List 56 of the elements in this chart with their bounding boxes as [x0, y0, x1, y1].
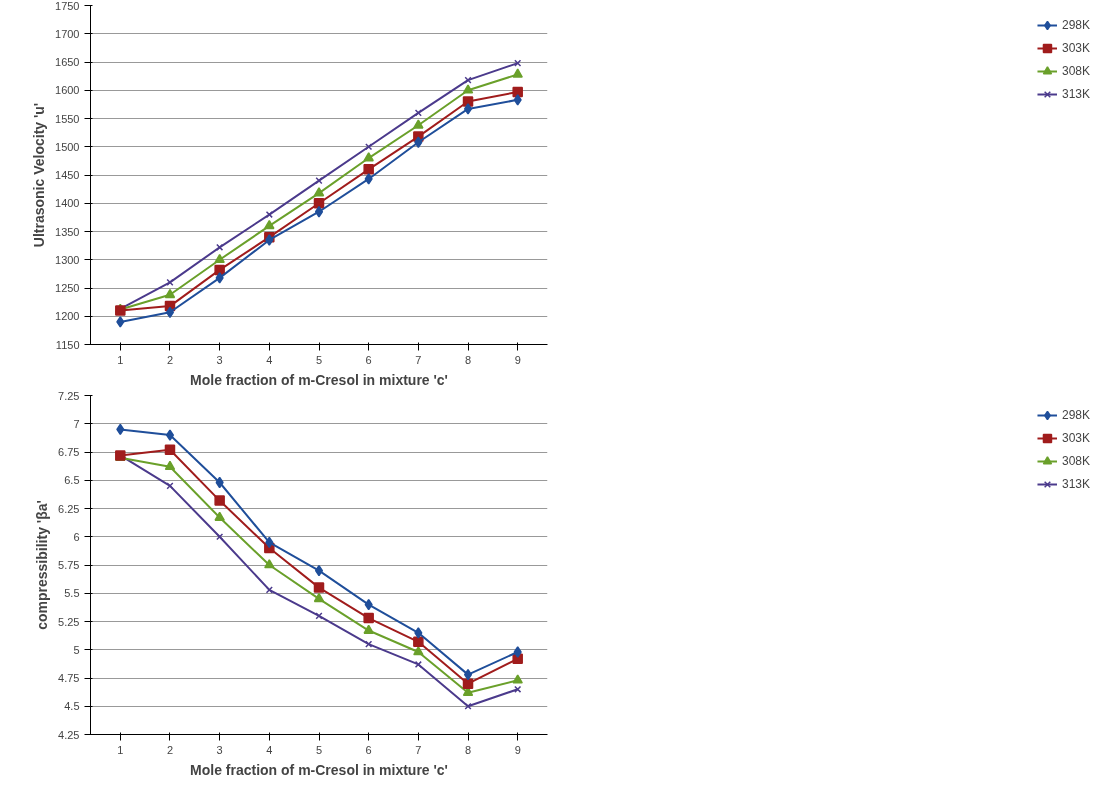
y-tick-label: 1500	[55, 140, 80, 153]
x-tick-label: 8	[464, 743, 472, 756]
y-tick-label: 1700	[55, 27, 80, 40]
y-tick-label: 1350	[55, 225, 80, 238]
y-tick-label: 6.25	[58, 502, 80, 515]
y-tick-label: 1250	[55, 282, 80, 294]
y-tick-label: 6	[73, 530, 80, 543]
x-tick-label: 6	[365, 353, 372, 366]
y-tick-label: 1400	[55, 197, 80, 210]
x-tick-label: 7	[415, 353, 422, 366]
x-tick-label: 1	[117, 353, 124, 366]
legend-label: 303K	[1061, 431, 1090, 445]
x-tick-label: 3	[216, 353, 223, 366]
x-tick-label: 5	[315, 353, 323, 366]
x-tick-label: 9	[514, 743, 521, 756]
x-tick-label: 8	[464, 353, 472, 366]
x-axis-title: Mole fraction of m-Cresol in mixture 'c'	[190, 371, 448, 388]
legend-label: 313K	[1061, 477, 1090, 491]
y-tick-label: 1600	[55, 84, 80, 97]
x-tick-label: 5	[315, 743, 323, 756]
y-tick-label: 1650	[55, 56, 80, 68]
legend-label: 298K	[1061, 408, 1090, 422]
x-axis-title: Mole fraction of m-Cresol in mixture 'c'	[190, 761, 448, 778]
legend-label: 303K	[1061, 41, 1090, 55]
y-tick-label: 1150	[55, 338, 80, 351]
x-tick-label: 4	[266, 743, 273, 756]
legend-label: 313K	[1061, 87, 1090, 101]
y-tick-label: 1200	[55, 310, 80, 323]
y-tick-label: 5.5	[64, 587, 80, 600]
y-tick-label: 5.25	[58, 615, 80, 628]
x-tick-label: 9	[514, 353, 521, 366]
y-tick-label: 5.75	[58, 559, 80, 571]
x-tick-label: 7	[415, 743, 422, 756]
y-tick-label: 4.5	[64, 700, 80, 713]
legend-label: 298K	[1061, 18, 1090, 32]
x-tick-label: 3	[216, 743, 223, 756]
y-tick-label: 4.25	[58, 728, 80, 741]
x-tick-label: 6	[365, 743, 372, 756]
y-tick-label: 7.25	[58, 389, 80, 402]
y-axis-title: Ultrasonic Velocity 'u'	[31, 102, 48, 248]
y-tick-label: 1300	[55, 253, 80, 266]
y-tick-label: 4.75	[58, 672, 80, 684]
x-tick-label: 2	[166, 353, 174, 366]
x-tick-label: 4	[266, 353, 273, 366]
y-tick-label: 1550	[55, 112, 80, 125]
y-axis-title: compressibility 'βa'	[34, 500, 51, 630]
legend-label: 308K	[1061, 454, 1090, 468]
x-tick-label: 1	[117, 743, 124, 756]
y-tick-label: 1750	[55, 0, 80, 12]
legend-label: 308K	[1061, 64, 1090, 78]
y-tick-label: 7	[73, 417, 80, 430]
y-tick-label: 1450	[55, 169, 80, 181]
y-tick-label: 6.75	[58, 446, 80, 458]
y-tick-label: 5	[73, 643, 80, 656]
y-tick-label: 6.5	[64, 474, 80, 487]
x-tick-label: 2	[166, 743, 174, 756]
